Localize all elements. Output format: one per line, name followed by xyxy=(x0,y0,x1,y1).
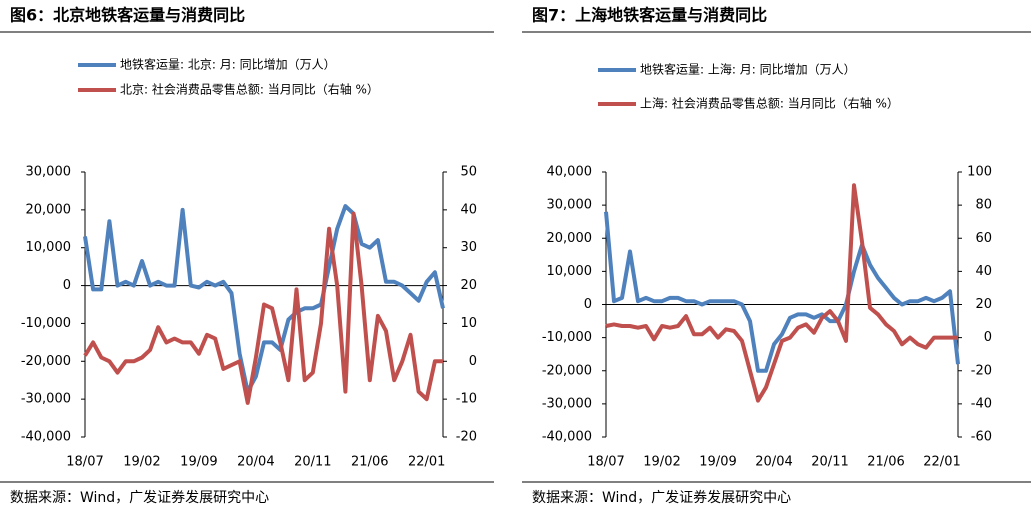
y-tick-label: -40,000 xyxy=(21,430,71,445)
x-tick-label: 21/06 xyxy=(867,455,904,470)
y2-tick-label: -10 xyxy=(456,392,477,407)
x-tick-label: 19/09 xyxy=(180,455,217,470)
y2-tick-label: 30 xyxy=(460,240,477,255)
x-tick-label: 21/06 xyxy=(351,455,388,470)
y2-tick-label: -20 xyxy=(456,430,477,445)
series-line xyxy=(83,204,445,394)
y-tick-label: -30,000 xyxy=(21,392,71,407)
x-tick-label: 20/04 xyxy=(237,455,274,470)
legend-label: 北京: 社会消费品零售总额: 当月同比（右轴 %） xyxy=(120,82,379,97)
x-tick-label: 22/01 xyxy=(923,455,960,470)
y2-tick-label: 10 xyxy=(460,316,477,331)
y2-tick-label: -20 xyxy=(971,363,992,378)
y-tick-label: -30,000 xyxy=(542,396,592,411)
legend-label: 地铁客运量: 北京: 月: 同比增加（万人） xyxy=(120,57,336,72)
y-tick-label: 20,000 xyxy=(26,202,72,217)
y-tick-label: 10,000 xyxy=(26,240,72,255)
chart-title: 图7：上海地铁客运量与消费同比 xyxy=(532,6,767,25)
series-line xyxy=(604,211,960,373)
y2-tick-label: -60 xyxy=(971,430,992,445)
y2-tick-label: 20 xyxy=(975,297,992,312)
x-tick-label: 20/11 xyxy=(294,455,331,470)
y2-tick-label: 20 xyxy=(460,278,477,293)
source-note: 数据来源：Wind，广发证券发展研究中心 xyxy=(10,490,269,506)
y-tick-label: 10,000 xyxy=(547,264,593,279)
series-line xyxy=(605,183,958,403)
legend-label: 上海: 社会消费品零售总额: 当月同比（右轴 %） xyxy=(640,96,899,111)
chart-title: 图6：北京地铁客运量与消费同比 xyxy=(10,6,245,25)
y2-tick-label: 0 xyxy=(469,354,477,369)
y2-tick-label: -40 xyxy=(971,396,992,411)
y-tick-label: 20,000 xyxy=(547,231,593,246)
y2-tick-label: 100 xyxy=(967,165,992,180)
source-note: 数据来源：Wind，广发证券发展研究中心 xyxy=(532,490,791,506)
x-tick-label: 18/07 xyxy=(587,455,624,470)
x-tick-label: 19/02 xyxy=(643,455,680,470)
x-tick-label: 22/01 xyxy=(408,455,445,470)
y-tick-label: -20,000 xyxy=(542,363,592,378)
y-tick-label: -40,000 xyxy=(542,430,592,445)
series-line xyxy=(83,211,443,405)
y-tick-label: 30,000 xyxy=(547,198,593,213)
x-tick-label: 19/02 xyxy=(123,455,160,470)
y-tick-label: -10,000 xyxy=(542,330,592,345)
y-tick-label: 0 xyxy=(584,297,592,312)
x-tick-label: 19/09 xyxy=(699,455,736,470)
legend-label: 地铁客运量: 上海: 月: 同比增加（万人） xyxy=(640,62,856,77)
x-tick-label: 20/04 xyxy=(755,455,792,470)
y-tick-label: 40,000 xyxy=(547,165,593,180)
y2-tick-label: 40 xyxy=(460,202,477,217)
y-tick-label: 0 xyxy=(63,278,71,293)
x-tick-label: 20/11 xyxy=(811,455,848,470)
y-tick-label: -10,000 xyxy=(21,316,71,331)
y2-tick-label: 0 xyxy=(984,330,992,345)
y2-tick-label: 80 xyxy=(975,198,992,213)
y-tick-label: -20,000 xyxy=(21,354,71,369)
x-tick-label: 18/07 xyxy=(66,455,103,470)
y2-tick-label: 50 xyxy=(460,165,477,180)
y2-tick-label: 40 xyxy=(975,264,992,279)
y2-tick-label: 60 xyxy=(975,231,992,246)
y-tick-label: 30,000 xyxy=(26,165,72,180)
